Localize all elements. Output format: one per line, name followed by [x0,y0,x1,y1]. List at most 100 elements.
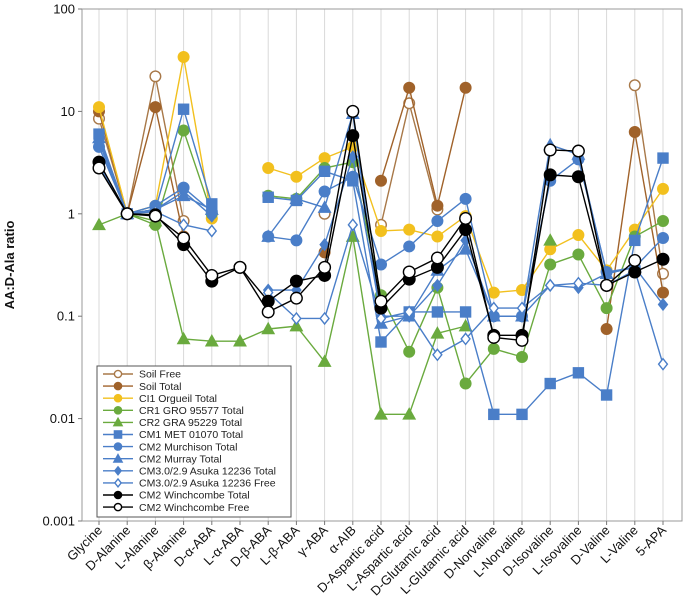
data-point [544,258,557,271]
data-point [375,336,387,348]
y-tick-label: 0.001 [42,514,75,529]
data-point [628,79,641,92]
data-point [516,301,528,315]
legend-marker [113,430,123,439]
data-point [403,240,416,253]
series-line [98,76,185,222]
x-tick-label: 5-APA [633,522,670,559]
data-point [403,345,416,358]
data-point [657,215,670,228]
series-line [98,213,466,416]
data-point [92,161,106,175]
data-point [317,200,332,213]
data-point [374,407,388,420]
x-tick-labels: GlycineD-AlanineL-Alanineβ-AlanineD-α-AB… [64,521,669,599]
data-point [206,224,218,238]
data-point [403,305,415,319]
legend-label: CM2 Winchcombe Total [139,490,250,502]
legend-label: CI1 Orgueil Total [139,393,217,405]
data-point [487,286,500,299]
data-point [375,311,387,326]
legend-marker [113,405,123,415]
data-point [177,50,190,63]
legend-label: CM1 MET 01070 Total [139,429,243,441]
data-point [459,211,473,225]
legend-item: CR1 GRO 95577 Total [103,405,244,417]
series-line [126,128,213,226]
data-point [204,334,219,347]
data-point [431,199,444,212]
data-point [374,294,388,308]
y-tick-label: 10 [61,104,75,119]
data-point [657,297,669,312]
data-point [657,286,670,299]
data-point [289,318,304,332]
series-6 [92,140,670,323]
legend-item: CM3.0/2.9 Asuka 12236 Free [103,478,276,490]
legend-marker [113,393,123,403]
data-point [261,305,275,319]
data-point [261,321,276,335]
legend-label: CM2 Winchcombe Free [139,502,249,514]
data-point [600,278,614,292]
data-point [177,103,190,115]
data-point [289,191,304,205]
data-point [290,170,303,183]
legend-item: CI1 Orgueil Total [103,393,217,405]
data-point [290,234,303,247]
data-point [488,309,500,323]
legend-marker [113,369,123,379]
data-point [657,152,669,164]
legend-item: Soil Total [103,381,181,393]
data-point [571,144,585,158]
y-tick-label: 100 [53,2,75,17]
data-point [148,209,162,223]
data-point [487,342,500,355]
data-point [261,229,276,242]
data-point [487,330,501,344]
y-tick-label: 0.01 [50,411,75,426]
data-point [177,124,190,137]
data-point [657,182,670,195]
data-point [459,377,472,390]
legend-label: CM2 Murchison Total [139,441,237,453]
legend-item: CM2 Murchison Total [103,441,237,453]
data-point [543,233,558,246]
data-point [291,311,302,326]
legend-marker [113,502,123,512]
data-point [319,238,330,252]
y-axis-label: AA:D-Ala ratio [2,221,17,310]
data-point [629,234,641,247]
data-point [262,162,275,175]
series-11 [92,104,642,347]
data-point [430,251,444,265]
data-point [656,252,670,266]
data-point [149,101,162,114]
data-point [120,207,134,221]
data-point [431,215,444,228]
data-point [92,101,105,114]
data-point [375,258,388,271]
data-point [178,218,189,232]
data-point [459,192,472,205]
data-point [375,224,388,237]
data-point [628,265,642,279]
data-point [600,322,613,335]
data-point [375,174,388,187]
legend-item: CM2 Murray Total [103,453,222,465]
legend-marker [113,442,123,451]
data-point [657,357,669,371]
y-tick-label: 0.1 [57,309,75,324]
data-point [346,104,360,118]
series-line [98,111,636,342]
data-point [572,248,585,261]
data-point [573,276,584,290]
data-point [628,253,642,267]
legend-label: Soil Free [139,369,181,381]
data-point [176,331,191,345]
data-point [460,332,471,346]
series-line [380,85,467,206]
legend-marker [113,490,123,500]
